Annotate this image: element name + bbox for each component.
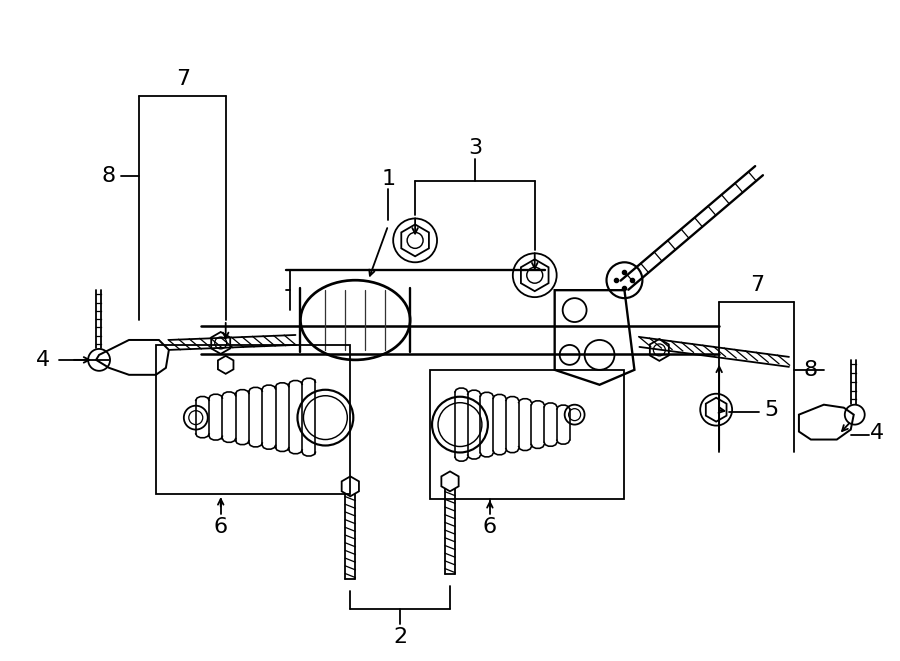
Text: 3: 3 [468, 137, 482, 158]
Text: 5: 5 [764, 400, 778, 420]
Text: 7: 7 [176, 69, 190, 89]
Bar [430, 370, 625, 499]
Text: 4: 4 [869, 422, 884, 443]
Text: 1: 1 [381, 169, 395, 188]
Bar [156, 345, 350, 494]
Text: 7: 7 [750, 275, 764, 295]
Text: 6: 6 [482, 517, 497, 537]
Text: 4: 4 [36, 350, 50, 370]
Text: 8: 8 [102, 166, 116, 186]
Text: 8: 8 [804, 360, 818, 380]
Text: 6: 6 [213, 517, 228, 537]
Text: 2: 2 [393, 627, 407, 646]
